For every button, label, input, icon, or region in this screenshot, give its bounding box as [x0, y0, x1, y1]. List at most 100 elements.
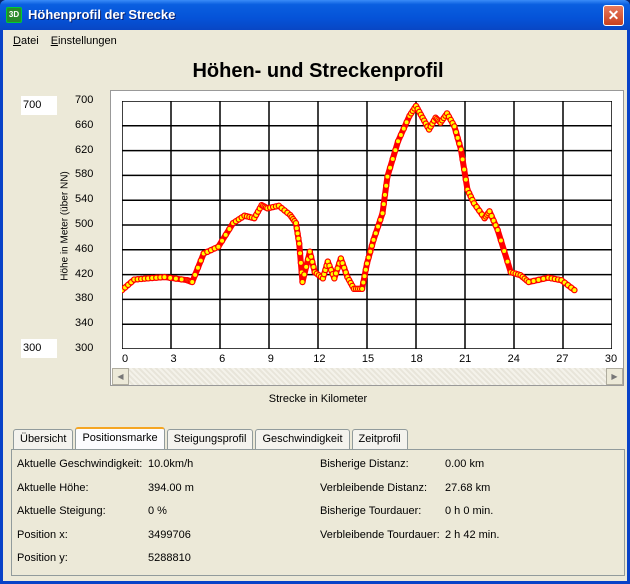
- x-tick-label: 15: [361, 353, 375, 365]
- info-label: Aktuelle Höhe:: [17, 481, 89, 494]
- close-button[interactable]: ✕: [603, 5, 624, 26]
- profile-point: [178, 276, 185, 283]
- profile-point: [365, 254, 372, 261]
- info-label: Aktuelle Steigung:: [17, 505, 106, 517]
- profile-point: [297, 259, 305, 267]
- profile-point: [372, 230, 379, 237]
- profile-point: [296, 250, 304, 257]
- chart-title: Höhen- und Streckenprofil: [192, 60, 444, 82]
- scroll-left-button[interactable]: ◀: [112, 368, 129, 385]
- profile-point: [454, 134, 461, 142]
- min-height-input[interactable]: 300: [21, 339, 57, 358]
- x-tick-label: 3: [170, 353, 177, 365]
- position-panel: [11, 449, 625, 576]
- y-tick-label: 620: [75, 143, 94, 156]
- profile-point: [189, 278, 196, 286]
- profile-point: [194, 264, 202, 271]
- profile-point: [218, 237, 226, 245]
- x-tick-label: 24: [507, 353, 520, 365]
- profile-point: [494, 226, 501, 234]
- y-tick-label: 340: [75, 317, 94, 330]
- profile-point: [374, 223, 382, 230]
- info-value: 27.68 km: [445, 481, 491, 494]
- profile-point: [380, 200, 387, 208]
- profile-point: [397, 131, 405, 139]
- y-axis-label: Höhe in Meter (über NN): [59, 171, 71, 281]
- profile-point: [456, 140, 463, 147]
- y-tick-label: 420: [75, 267, 94, 280]
- menu-datei[interactable]: Datei: [13, 35, 39, 47]
- info-value: 0.00 km: [445, 458, 485, 470]
- tab-steigungsprofil[interactable]: Steigungsprofil: [166, 429, 254, 449]
- x-tick-label: 21: [459, 353, 472, 365]
- tab-positionsmarke[interactable]: Positionsmarke: [75, 427, 165, 449]
- info-value: 2 h 42 min.: [445, 528, 500, 541]
- profile-point: [292, 219, 300, 227]
- profile-point: [296, 240, 303, 247]
- profile-point: [302, 263, 310, 271]
- profile-point: [367, 248, 374, 255]
- profile-point: [384, 173, 391, 180]
- tab-zeitprofil[interactable]: Zeitprofil: [351, 429, 408, 449]
- profile-point: [392, 146, 399, 154]
- profile-point: [307, 253, 315, 260]
- app-icon: 3D: [6, 7, 22, 23]
- horizontal-scrollbar[interactable]: ◀ ▶: [112, 368, 623, 385]
- x-tick-label: 18: [410, 353, 423, 365]
- title-bar[interactable]: 3D Höhenprofil der Strecke ✕: [0, 0, 630, 30]
- x-tick-label: 12: [313, 353, 326, 365]
- profile-point: [451, 123, 458, 130]
- y-tick-label: 540: [75, 193, 94, 206]
- info-value: 0 %: [148, 505, 167, 517]
- profile-point: [452, 128, 460, 136]
- tab-strip: Übersicht Positionsmarke Steigungsprofil Ge…: [13, 427, 410, 449]
- profile-point: [191, 271, 199, 279]
- info-value: 3499706: [148, 528, 191, 541]
- profile-point: [377, 216, 384, 224]
- profile-point: [222, 231, 229, 239]
- profile-point: [299, 278, 306, 286]
- profile-point: [370, 236, 377, 244]
- info-value: 10.0km/h: [148, 458, 194, 470]
- tab-bersicht[interactable]: Übersicht: [13, 429, 74, 449]
- info-value: 394.00 m: [148, 481, 194, 494]
- x-axis-label: Strecke in Kilometer: [268, 393, 368, 405]
- info-label: Verbleibende Distanz:: [320, 481, 428, 494]
- menu-einstellungen[interactable]: Einstellungen: [50, 35, 117, 47]
- profile-point: [294, 230, 301, 237]
- y-tick-label: 460: [75, 242, 94, 255]
- profile-point: [459, 156, 466, 163]
- profile-point: [361, 272, 368, 280]
- profile-point: [389, 155, 396, 163]
- profile-point: [293, 225, 300, 232]
- max-height-input[interactable]: 700: [21, 96, 57, 115]
- info-label: Aktuelle Geschwindigkeit:: [17, 458, 143, 470]
- profile-point: [226, 225, 233, 233]
- profile-point: [394, 138, 402, 145]
- profile-point: [362, 266, 369, 273]
- info-value: 5288810: [148, 552, 191, 564]
- profile-point: [301, 271, 308, 278]
- profile-point: [172, 275, 180, 282]
- profile-point: [460, 166, 468, 173]
- profile-point: [381, 191, 389, 199]
- scroll-right-button[interactable]: ▶: [606, 368, 623, 385]
- y-tick-label: 300: [75, 342, 94, 354]
- profile-point: [497, 237, 505, 244]
- profile-point: [386, 164, 394, 172]
- y-tick-label: 660: [75, 118, 94, 131]
- profile-point: [501, 247, 508, 255]
- profile-point: [310, 263, 317, 271]
- profile-point: [295, 235, 302, 242]
- profile-point: [382, 182, 390, 189]
- profile-point: [309, 258, 316, 266]
- profile-point: [571, 286, 578, 294]
- menu-bar: Datei Einstellungen: [11, 35, 119, 47]
- tab-geschwindigkeit[interactable]: Geschwindigkeit: [255, 429, 350, 449]
- profile-point: [504, 258, 511, 265]
- info-label: Position y:: [17, 552, 68, 564]
- profile-point: [400, 125, 407, 132]
- profile-point: [215, 243, 222, 250]
- y-tick-label: 580: [75, 168, 94, 181]
- profile-point: [306, 248, 314, 255]
